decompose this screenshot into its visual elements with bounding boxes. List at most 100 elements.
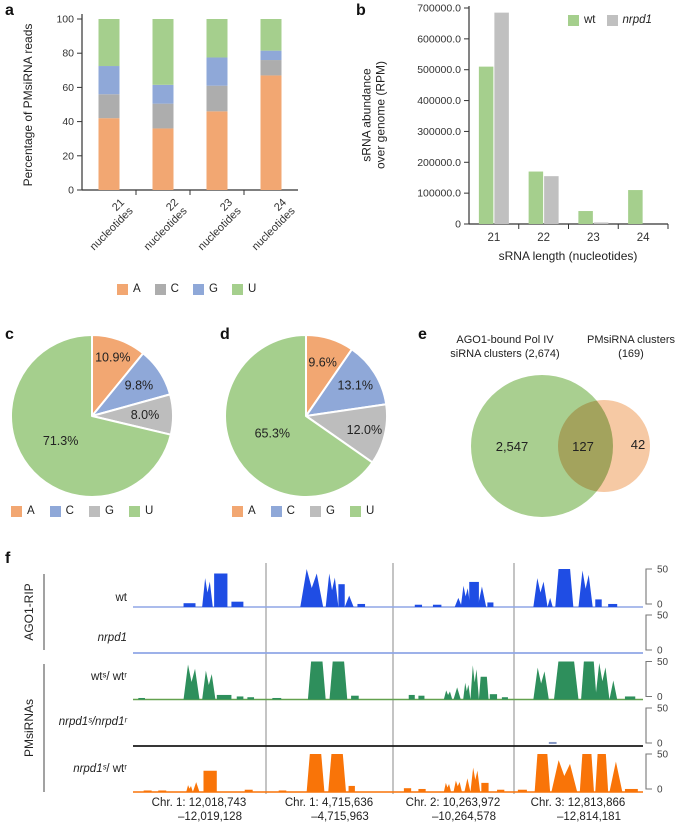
venn-set1-title-line2: siRNA clusters (2,674) (450, 347, 560, 360)
pie-c-label-C: 9.8% (125, 378, 154, 392)
f-scale-min-label: 0 (657, 785, 663, 796)
f-peak-pm-nrpd1s-wtr (624, 788, 638, 792)
track-label-pm-nrpd1s-wtr: nrpd1ˢ/ wtʳ (0, 763, 127, 775)
venn-set2-title-line2: (169) (618, 347, 644, 360)
f-peak-pm-nrpd1s-wtr (443, 782, 452, 792)
f-peak-pm-nrpd1s-wtr (192, 782, 200, 792)
f-peak-ago1-wt (469, 581, 479, 607)
a-y-tick-label: 80 (62, 48, 74, 60)
legend-label: C (65, 505, 74, 517)
a-y-tick-label: 40 (62, 116, 74, 128)
region-label-line1: Chr. 1: 4,715,636 (284, 797, 374, 809)
f-peak-pm-nrpd1s-wtr (595, 754, 609, 792)
panel-letter-c: c (5, 326, 14, 343)
a-bar-segment-A (98, 118, 120, 190)
legend-swatch-icon (154, 283, 166, 295)
legend-item-C: C (154, 283, 179, 295)
legend-label: U (365, 505, 375, 517)
f-peak-pm-nrpd1s-wtr (464, 778, 471, 792)
pie-c-label-U: 71.3% (43, 434, 78, 448)
legend-swatch-icon (49, 505, 61, 517)
track-label-ago1-nrpd1: nrpd1 (0, 632, 127, 644)
f-peak-pm-wts-wtr (418, 695, 425, 700)
f-peak-pm-nrpd1s-wtr (609, 761, 623, 792)
legend-label: nrpd1 (622, 14, 652, 26)
legend-swatch-icon (192, 283, 204, 295)
a-bar-segment-U (152, 19, 174, 85)
f-peak-ago1-wt (432, 604, 442, 607)
a-bar-segment-A (260, 75, 282, 190)
legend-label: U (247, 283, 257, 295)
legend-label: A (248, 505, 256, 517)
region-label-line1: Chr. 3: 12,813,866 (530, 797, 626, 809)
legend-swatch-icon (606, 14, 618, 26)
f-scale-max-label: 50 (657, 565, 669, 576)
f-peak-pm-nrpd1s-wtr (203, 770, 217, 792)
b-bar-wt-24 (628, 190, 643, 224)
f-peak-pm-nrpd1s-wtr (278, 790, 287, 792)
f-peak-pm-nrpd1s-wtr (186, 785, 193, 792)
b-y-tick-label: 400000.0 (417, 95, 461, 107)
f-scale-bracket (645, 753, 652, 790)
f-peak-pm-wts-wtr (236, 696, 244, 700)
pie-d-label-C: 13.1% (338, 378, 373, 392)
track-label-part: nrpd1ˢ (73, 763, 107, 775)
f-peak-ago1-wt (477, 586, 487, 607)
f-peak-ago1-wt (338, 584, 345, 607)
a-bar-segment-G (206, 57, 228, 86)
f-scale-max-label: 50 (657, 704, 669, 715)
legend-label: A (133, 283, 141, 295)
legend-swatch-icon (270, 505, 282, 517)
f-peak-pm-wts-wtr (329, 661, 348, 700)
chart-b-legend: wt nrpd1 (568, 14, 652, 26)
f-peak-pm-wts-wtr (351, 695, 359, 700)
f-peak-pm-wts-wtr (501, 697, 508, 700)
a-bar-segment-U (206, 19, 228, 58)
f-peak-pm-nrpd1s-wtr (534, 754, 551, 792)
legend-swatch-icon (568, 14, 579, 26)
b-bar-wt-22 (528, 171, 544, 224)
region-label-line1: Chr. 1: 12,018,743 (151, 797, 247, 809)
f-scale-max-label: 50 (657, 611, 669, 622)
a-bar-segment-C (98, 94, 120, 119)
f-peak-pm-nrpd1s-wtr (143, 790, 152, 792)
f-peak-pm-wts-wtr (463, 682, 471, 700)
a-bar-segment-G (98, 66, 120, 95)
chart-a-y-axis-label: Percentage of PMsiRNA reads (21, 23, 35, 187)
legend-label: wt (584, 14, 596, 26)
legend-swatch-icon (309, 505, 321, 517)
b-bar-nrpd1-21 (494, 12, 509, 225)
a-bar-segment-U (98, 19, 120, 67)
legend-label: U (144, 505, 154, 517)
a-y-tick-label: 60 (62, 82, 74, 94)
f-peak-pm-wts-wtr (443, 690, 453, 700)
pie-d-label-A: 9.6% (308, 356, 337, 370)
f-peak-pm-nrpd1s-wtr (328, 754, 347, 792)
a-bar-segment-G (260, 50, 282, 61)
a-x-tick-label: 24nucleotides (241, 196, 298, 253)
f-peak-pm-nrpd1s-wtr (517, 789, 527, 792)
legend-item-wt: wt (568, 14, 596, 26)
legend-item-A: A (117, 283, 141, 295)
f-peak-pm-wts-wtr (581, 661, 597, 700)
venn-set2-title: PMsiRNA clusters (169) (572, 334, 685, 361)
track-label-part: wt (115, 592, 128, 604)
f-scale-bracket (645, 614, 652, 651)
f-peak-pm-nrpd1s-wtr (453, 780, 462, 792)
legend-item-A: A (232, 505, 256, 517)
chart-b-x-axis-label: sRNA length (nucleotides) (498, 249, 638, 263)
venn-set1-title: AGO1-bound Pol IV siRNA clusters (2,674) (434, 334, 576, 361)
legend-item-C: C (49, 505, 74, 517)
legend-item-nrpd1: nrpd1 (606, 14, 652, 26)
f-scale-min-label: 0 (657, 692, 663, 703)
legend-label: A (27, 505, 35, 517)
track-label-part: nrpd1ˢ/nrpd1ʳ (58, 716, 127, 728)
b-x-tick-label: 21 (487, 232, 500, 244)
legend-swatch-icon (88, 505, 100, 517)
f-peak-pm-wts-wtr (609, 680, 618, 700)
venn-set1-title-line1: AGO1-bound Pol IV (456, 334, 554, 346)
f-peak-ago1-wt (487, 602, 494, 607)
